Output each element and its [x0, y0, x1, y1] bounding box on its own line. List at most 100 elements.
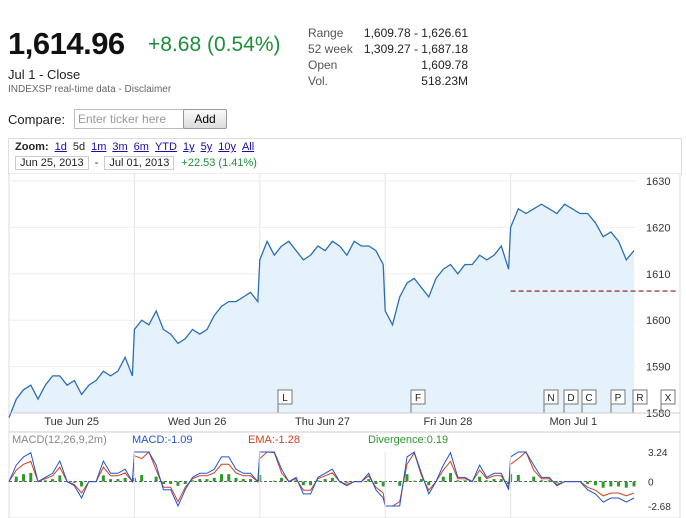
x-tick-label: Tue Jun 25 — [44, 416, 99, 428]
macd-title: MACD(12,26,9,2m) — [12, 434, 107, 446]
divergence-bar — [22, 474, 26, 482]
zoom-bar: Zoom: 1d 5d 1m 3m 6m YTD 1y 5y 10y All Jun 25, 201… — [8, 138, 682, 175]
start-date-field[interactable]: Jun 25, 2013 — [15, 156, 89, 170]
divergence-bar — [463, 480, 467, 482]
divergence-bar — [72, 481, 76, 483]
divergence-bar — [169, 481, 173, 485]
macd-value: MACD:-1.09 — [132, 434, 193, 446]
zoom-option-3m[interactable]: 3m — [112, 141, 128, 153]
price-line — [8, 203, 635, 418]
divergence-bar — [547, 480, 551, 482]
event-flag-c[interactable] — [581, 389, 597, 405]
divergence-bar — [116, 479, 120, 482]
event-flag-label: R — [636, 393, 643, 404]
divergence-bar — [593, 481, 597, 486]
zoom-option-6m[interactable]: 6m — [133, 141, 149, 153]
event-flag-p[interactable] — [610, 389, 626, 405]
divergence-bar — [309, 481, 313, 486]
date-range: Jun 25, 2013 - Jul 01, 2013 +22.53 (1.41… — [15, 156, 257, 170]
zoom-option-ytd[interactable]: YTD — [154, 141, 177, 153]
divergence-bar — [485, 480, 489, 482]
divergence-bar — [499, 479, 503, 482]
divergence-bar — [161, 481, 165, 485]
y-tick-label: 1590 — [646, 362, 670, 374]
zoom-option-all[interactable]: All — [241, 141, 255, 153]
divergence-bar — [123, 477, 127, 482]
zoom-option-1d[interactable]: 1d — [54, 141, 67, 153]
y-tick-label: 1610 — [646, 269, 670, 281]
zoom-option-1y[interactable]: 1y — [182, 141, 195, 153]
event-flag-x[interactable] — [660, 389, 676, 405]
y-tick-label: 1600 — [646, 315, 670, 327]
divergence-bar — [374, 481, 378, 485]
event-flag-d[interactable] — [563, 389, 579, 405]
divergence-bar — [516, 474, 520, 482]
divergence-bar — [198, 479, 202, 482]
quote-stats: Range 1,609.78 - 1,626.61 52 week 1,309.27… — [308, 25, 468, 89]
zoom-option-5y[interactable]: 5y — [200, 141, 213, 153]
divergence-bar — [398, 481, 402, 486]
divergence-bar — [316, 480, 320, 482]
event-flag-r[interactable] — [632, 389, 648, 405]
event-flag-f[interactable] — [410, 389, 426, 405]
event-flag-label: C — [585, 393, 592, 404]
zoom-options: Zoom: 1d 5d 1m 3m 6m YTD 1y 5y 10y All — [15, 141, 254, 153]
divergence-bar — [412, 480, 416, 482]
divergence-bar — [441, 476, 445, 482]
divergence-bar — [586, 481, 590, 485]
price-chart[interactable]: 1630 1620 1610 1600 1590 1580 L F N D C P R X Tue Jun … — [0, 173, 686, 518]
zoom-option-10y[interactable]: 10y — [218, 141, 236, 153]
event-flag-label: L — [282, 393, 288, 404]
divergence-bar — [449, 472, 453, 482]
x-tick-label: Wed Jun 26 — [168, 416, 227, 428]
divergence-bar — [381, 481, 385, 487]
date-separator: - — [94, 157, 99, 169]
divergence-bar — [43, 480, 47, 482]
divergence-bar — [101, 475, 105, 482]
divergence-bar — [624, 481, 628, 488]
chart-frame — [8, 173, 681, 518]
divergence-bar — [58, 475, 62, 482]
y-tick-label: 1630 — [646, 176, 670, 188]
stat-volume: Vol. 518.23M — [308, 74, 468, 88]
compare-ticker-input[interactable] — [74, 109, 184, 129]
event-flag-l[interactable] — [277, 389, 293, 405]
macd-y-tick: 3.24 — [648, 448, 668, 459]
ema-value: EMA:-1.28 — [248, 434, 300, 446]
divergence-bar — [632, 481, 636, 487]
y-tick-label: 1620 — [646, 222, 670, 234]
stat-52-week: 52 week 1,309.27 - 1,687.18 — [308, 42, 468, 56]
divergence-bar — [51, 479, 55, 482]
divergence-bar — [367, 479, 371, 482]
add-compare-button[interactable]: Add — [183, 109, 227, 129]
event-flag-label: D — [567, 393, 574, 404]
divergence-bar — [29, 472, 33, 482]
zoom-label: Zoom: — [15, 141, 49, 153]
macd-line — [8, 451, 635, 508]
divergence-bar — [456, 480, 460, 482]
macd-y-tick: -2.68 — [648, 502, 671, 513]
event-flag-label: F — [415, 393, 421, 404]
divergence-bar — [478, 476, 482, 482]
divergence-bar — [294, 480, 298, 482]
range-change: +22.53 (1.41%) — [181, 157, 257, 169]
x-tick-label: Fri Jun 28 — [423, 416, 472, 428]
ema-line — [8, 451, 635, 507]
divergence-bar — [345, 481, 349, 483]
event-flag-n[interactable] — [543, 389, 559, 405]
divergence-bar — [249, 479, 253, 482]
price-area — [9, 204, 634, 418]
divergence-value: Divergence:0.19 — [368, 434, 448, 446]
data-source-disclaimer[interactable]: INDEXSP real-time data - Disclaimer — [8, 84, 172, 95]
end-date-field[interactable]: Jul 01, 2013 — [104, 156, 175, 170]
divergence-bar — [109, 479, 113, 482]
zoom-option-1m[interactable]: 1m — [91, 141, 107, 153]
divergence-bar — [227, 474, 231, 482]
event-flag-label: N — [547, 393, 554, 404]
divergence-bar — [405, 474, 409, 482]
divergence-bar — [14, 476, 18, 482]
divergence-bar — [419, 479, 423, 482]
x-tick-label: Mon Jul 1 — [549, 416, 597, 428]
zoom-option-5d[interactable]: 5d — [72, 141, 86, 153]
divergence-bar — [80, 481, 84, 487]
